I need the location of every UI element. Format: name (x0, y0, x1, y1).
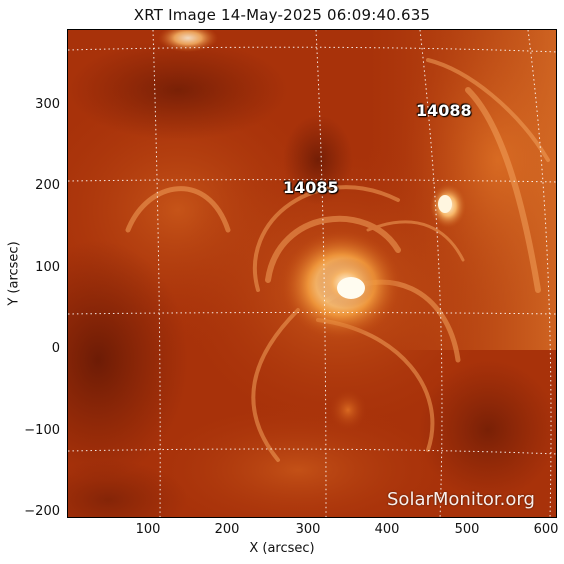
x-tick-label: 500 (454, 522, 480, 537)
active-region-label: 14085 (283, 178, 339, 197)
active-region-label: 14088 (416, 101, 472, 120)
y-tick-label: −200 (24, 504, 60, 519)
solarmonitor-watermark: SolarMonitor.org (387, 489, 535, 510)
x-axis-label: X (arcsec) (249, 541, 315, 556)
heliographic-grid (68, 30, 556, 517)
y-tick-label: 100 (35, 260, 60, 275)
x-tick-label: 400 (374, 522, 400, 537)
x-tick-label: 200 (214, 522, 240, 537)
x-tick-label: 600 (533, 522, 559, 537)
y-tick-label: 200 (35, 178, 60, 193)
y-tick-label: 300 (35, 97, 60, 112)
y-tick-label: 0 (51, 341, 60, 356)
y-tick-label: −100 (24, 423, 60, 438)
y-axis-label: Y (arcsec) (6, 241, 22, 306)
image-title: XRT Image 14-May-2025 06:09:40.635 (133, 6, 431, 24)
x-tick-label: 300 (295, 522, 321, 537)
x-tick-label: 100 (135, 522, 161, 537)
solar-image-panel: 14088 14085 SolarMonitor.org (67, 29, 557, 518)
solar-image (68, 30, 556, 517)
